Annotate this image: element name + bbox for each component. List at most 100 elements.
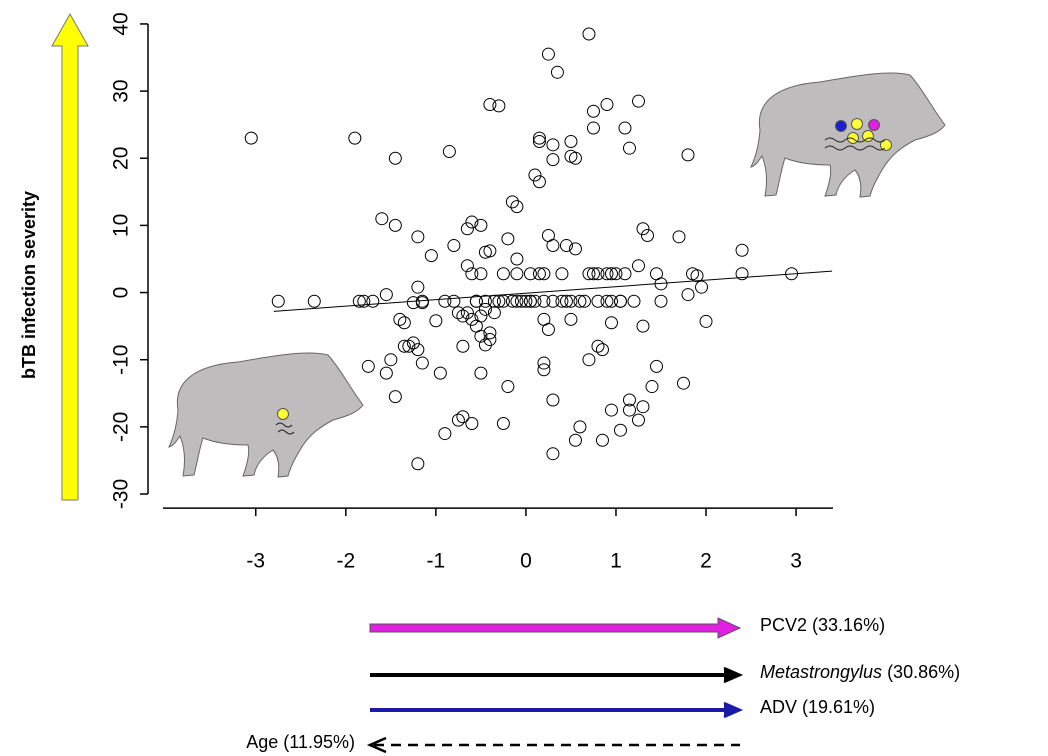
point: [559, 294, 573, 308]
point: [568, 151, 582, 165]
point: [604, 267, 618, 281]
point: [519, 294, 533, 308]
point: [474, 218, 488, 232]
point: [631, 94, 645, 108]
effect-label: Age (11.95%): [246, 732, 355, 752]
effect-label: PCV2 (33.16%): [760, 615, 885, 635]
point: [460, 222, 474, 236]
point: [465, 215, 479, 229]
point: [451, 306, 465, 320]
point: [559, 239, 573, 253]
point: [393, 312, 407, 326]
point: [654, 294, 668, 308]
point: [528, 168, 542, 182]
point: [388, 151, 402, 165]
point: [474, 366, 488, 380]
y-tick-label: 0: [110, 287, 133, 299]
point: [618, 121, 632, 135]
point: [600, 98, 614, 112]
point: [438, 294, 452, 308]
point: [496, 416, 510, 430]
effect-name: PCV2: [760, 615, 807, 635]
point: [546, 138, 560, 152]
point: [622, 403, 636, 417]
x-tick-label: 0: [520, 550, 532, 573]
point: [424, 249, 438, 263]
point: [564, 312, 578, 326]
point: [555, 267, 569, 281]
point: [375, 212, 389, 226]
point: [690, 269, 704, 283]
effect-share: (33.16%): [812, 615, 885, 635]
point: [622, 141, 636, 155]
point: [528, 294, 542, 308]
effect-arrow: [366, 736, 740, 754]
point: [681, 148, 695, 162]
point: [523, 294, 537, 308]
point: [451, 413, 465, 427]
point: [510, 200, 524, 214]
point: [460, 306, 474, 320]
point: [568, 242, 582, 256]
y-tick-label: 30: [110, 79, 133, 102]
point: [456, 339, 470, 353]
point: [483, 333, 497, 347]
point: [510, 252, 524, 266]
point: [388, 390, 402, 404]
point: [613, 294, 627, 308]
x-tick-label: -2: [336, 550, 355, 573]
point: [384, 353, 398, 367]
point: [469, 294, 483, 308]
y-tick-label: -30: [110, 479, 133, 509]
point: [514, 294, 528, 308]
point: [456, 410, 470, 424]
point: [537, 363, 551, 377]
point: [645, 380, 659, 394]
point: [483, 326, 497, 340]
point: [348, 131, 362, 145]
effect-name: Metastrongylus: [760, 662, 882, 682]
point: [474, 309, 488, 323]
point: [699, 314, 713, 328]
point: [357, 294, 371, 308]
point: [483, 98, 497, 112]
point: [586, 267, 600, 281]
point: [695, 280, 709, 294]
arrow-block: [369, 617, 742, 639]
point: [622, 393, 636, 407]
point: [582, 267, 596, 281]
point: [465, 312, 479, 326]
point: [591, 339, 605, 353]
point: [618, 267, 632, 281]
point: [496, 267, 510, 281]
point: [631, 413, 645, 427]
y-axis-label: bTB infection severity: [19, 191, 39, 379]
point: [411, 230, 425, 244]
point: [523, 267, 537, 281]
point: [595, 343, 609, 357]
point: [564, 294, 578, 308]
point: [465, 416, 479, 430]
point: [501, 232, 515, 246]
point: [568, 433, 582, 447]
point: [631, 259, 645, 273]
point: [492, 99, 506, 113]
point: [640, 228, 654, 242]
point: [483, 244, 497, 258]
point: [406, 296, 420, 310]
point: [478, 302, 492, 316]
point: [735, 267, 749, 281]
point: [447, 239, 461, 253]
point: [411, 280, 425, 294]
point: [460, 259, 474, 273]
effect-arrow: [370, 701, 744, 719]
point: [586, 104, 600, 118]
effect-label: ADV (19.61%): [760, 697, 875, 717]
point: [397, 316, 411, 330]
point: [649, 359, 663, 373]
point: [591, 294, 605, 308]
point: [474, 267, 488, 281]
point: [505, 294, 519, 308]
point: [307, 294, 321, 308]
point: [573, 294, 587, 308]
